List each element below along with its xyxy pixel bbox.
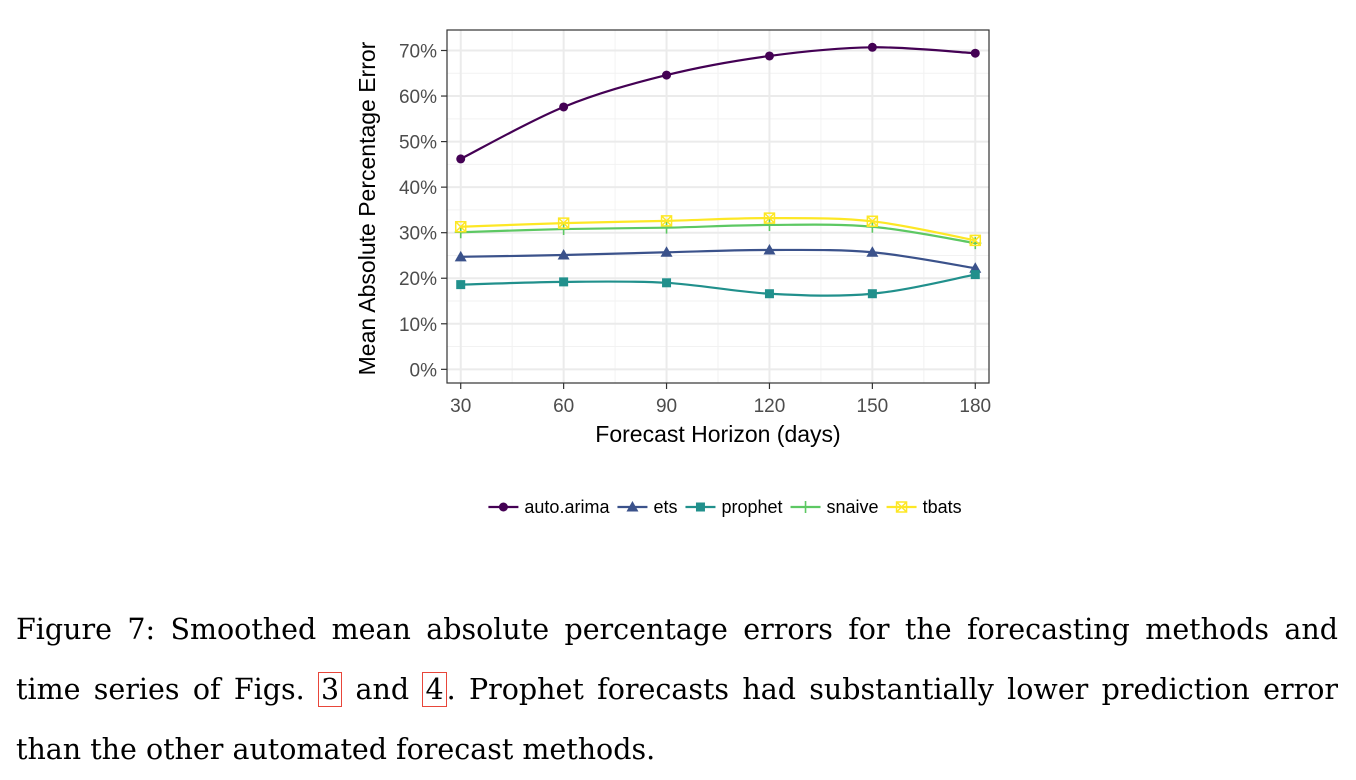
- data-point: [866, 215, 879, 228]
- y-tick-label: 50%: [399, 133, 437, 154]
- series-tbats: [454, 212, 982, 247]
- data-point: [969, 262, 982, 273]
- legend-key-marker: [895, 501, 908, 513]
- legend-item-prophet: prophet: [685, 497, 783, 517]
- y-tick-label: 60%: [399, 87, 437, 108]
- x-axis-title: Forecast Horizon (days): [595, 421, 840, 447]
- data-point: [454, 221, 467, 233]
- data-point: [969, 234, 982, 247]
- data-point: [867, 42, 877, 52]
- y-tick-label: 0%: [410, 360, 438, 381]
- x-tick-label: 90: [656, 396, 677, 417]
- y-tick-labels: 0% 10% 20% 30% 40% 50% 60% 70%: [399, 41, 437, 381]
- data-point: [557, 223, 570, 236]
- data-point: [456, 154, 466, 164]
- minor-gridlines: [447, 30, 989, 383]
- figure-caption: Figure 7: Smoothed mean absolute percent…: [16, 600, 1338, 780]
- data-point: [559, 277, 569, 287]
- data-point: [970, 270, 980, 280]
- data-point: [763, 218, 776, 231]
- series-line: [460, 248, 976, 270]
- data-point: [454, 250, 467, 262]
- legend-key-marker: [799, 501, 812, 513]
- series-line: [460, 46, 976, 160]
- data-point: [660, 221, 673, 234]
- data-point: [557, 249, 570, 260]
- data-point: [867, 289, 877, 299]
- plot-panel-border: [446, 29, 990, 384]
- series-auto-arima: [456, 42, 980, 164]
- x-tick-label: 60: [553, 396, 574, 417]
- series-prophet: [456, 270, 980, 299]
- series-layer: [454, 42, 982, 299]
- x-tick-label: 120: [754, 396, 786, 417]
- axis-ticks: [441, 49, 976, 389]
- legend-key-marker: [695, 502, 705, 512]
- data-point: [866, 246, 879, 257]
- legend-key-marker: [626, 501, 639, 512]
- y-axis-title: Mean Absolute Percentage Error: [354, 41, 380, 375]
- figure-ref-4-link[interactable]: 4: [422, 672, 447, 707]
- caption-text-end: . Prophet forecasts had substantially lo…: [16, 673, 1338, 766]
- x-tick-label: 30: [450, 396, 471, 417]
- data-point: [660, 246, 673, 257]
- y-tick-label: 30%: [399, 224, 437, 245]
- major-gridlines: [447, 30, 989, 383]
- y-tick-label: 70%: [399, 41, 437, 62]
- x-tick-label: 180: [959, 396, 991, 417]
- series-line: [460, 273, 976, 297]
- data-point: [764, 289, 774, 299]
- series-line: [460, 217, 976, 242]
- data-point: [660, 215, 673, 227]
- data-point: [662, 278, 672, 288]
- data-point: [456, 280, 466, 290]
- legend-item-ets: ets: [617, 497, 677, 517]
- legend-key-marker: [498, 502, 508, 512]
- data-point: [763, 243, 776, 255]
- caption-text-start: Figure 7: Smoothed mean absolute percent…: [16, 613, 1338, 706]
- legend-label: auto.arima: [524, 497, 610, 517]
- chart: 30 60 90 120 150 180 0%10%20%30%40%50%60%70% …: [354, 29, 991, 517]
- legend-item-snaive: snaive: [790, 497, 879, 517]
- data-point: [559, 102, 569, 112]
- y-tick-label: 20%: [399, 269, 437, 290]
- y-tick-label: 40%: [399, 178, 437, 199]
- legend-label: prophet: [721, 497, 782, 517]
- figure-ref-3-link[interactable]: 3: [318, 672, 343, 707]
- caption-text-middle: and: [342, 673, 423, 706]
- data-point: [969, 237, 982, 250]
- legend-label: snaive: [827, 497, 879, 517]
- legend-label: tbats: [923, 497, 962, 517]
- data-point: [557, 217, 570, 229]
- legend-item-tbats: tbats: [886, 497, 962, 517]
- data-point: [662, 70, 672, 80]
- legend-label: ets: [653, 497, 677, 517]
- x-tick-labels: 30 60 90 120 150 180: [450, 396, 991, 417]
- legend-item-auto-arima: auto.arima: [488, 497, 610, 517]
- data-point: [764, 51, 774, 61]
- series-ets: [454, 243, 982, 273]
- x-tick-label: 150: [857, 396, 889, 417]
- legend: auto.arima ets prophet snaive tbats: [488, 497, 962, 517]
- y-tick-label: 10%: [399, 315, 437, 336]
- series-line: [460, 223, 976, 245]
- data-point: [763, 212, 776, 224]
- data-point: [970, 48, 980, 58]
